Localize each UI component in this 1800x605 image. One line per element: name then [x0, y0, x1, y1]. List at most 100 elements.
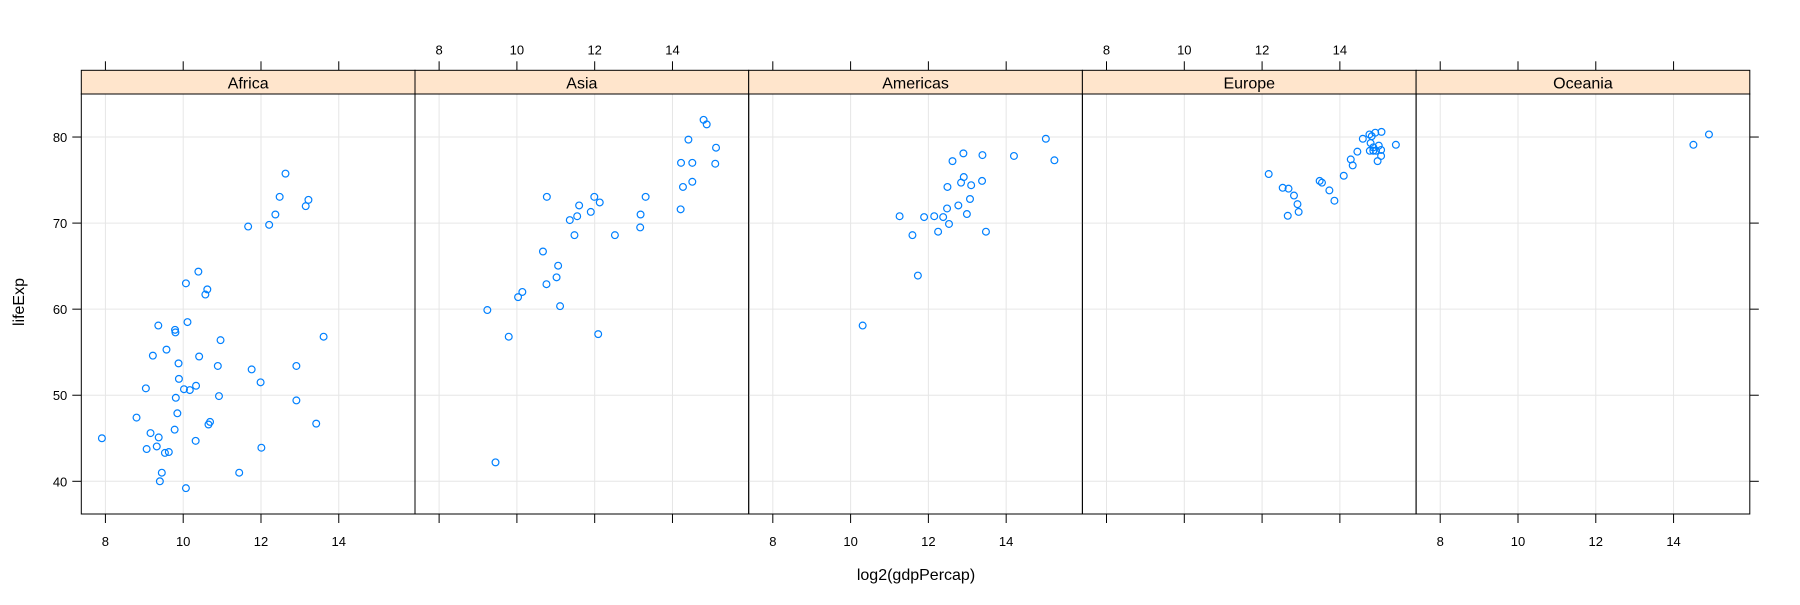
data-point [934, 227, 943, 236]
data-point [595, 198, 604, 207]
data-point [1377, 145, 1386, 154]
data-point [164, 448, 173, 457]
data-point [235, 468, 244, 477]
data-point [179, 385, 188, 394]
data-point [965, 195, 974, 204]
data-point [504, 332, 513, 341]
data-point [913, 271, 922, 280]
data-point [570, 231, 579, 240]
x-tick-label: 12 [1255, 42, 1269, 57]
data-point [491, 458, 500, 467]
data-point [573, 212, 582, 221]
x-tick-label: 14 [1333, 42, 1347, 57]
data-point [256, 378, 265, 387]
x-tick-label: 12 [254, 534, 268, 549]
data-point [636, 223, 645, 232]
data-point [920, 213, 929, 222]
data-point [181, 484, 190, 493]
panel-frame [1415, 93, 1751, 515]
x-tick-label: 8 [769, 534, 776, 549]
data-point [908, 231, 917, 240]
x-tick-label: 10 [176, 534, 190, 549]
panel-americas: Americas 8 10 12 14 [748, 61, 1083, 549]
data-point [943, 182, 952, 191]
panel-oceania: Oceania 8 10 12 14 [1415, 61, 1751, 549]
data-point [1289, 191, 1298, 200]
data-point [978, 176, 987, 185]
data-point [154, 433, 163, 442]
data-point [542, 280, 551, 289]
x-tick-label: 10 [510, 42, 524, 57]
x-tick-label: 14 [999, 534, 1013, 549]
data-point [688, 158, 697, 167]
x-tick-label: 10 [1511, 534, 1525, 549]
data-point [967, 181, 976, 190]
data-point [575, 201, 584, 210]
panel-africa: Africa 8 10 12 14 [80, 61, 416, 549]
data-point [146, 429, 155, 438]
data-point [194, 267, 203, 276]
data-point [265, 220, 274, 229]
data-point [1325, 186, 1334, 195]
panel-frame [80, 93, 416, 515]
strip-label: Americas [882, 75, 949, 92]
data-point [554, 261, 563, 270]
data-point [244, 222, 253, 231]
data-point [192, 381, 201, 390]
data-point [171, 393, 180, 402]
x-tick-label: 12 [1589, 534, 1603, 549]
x-tick-label: 12 [587, 42, 601, 57]
y-tick-label: 60 [53, 302, 67, 317]
data-point [954, 201, 963, 210]
data-point [641, 192, 650, 201]
data-point [157, 468, 166, 477]
data-point [1284, 184, 1293, 193]
x-tick-label: 8 [435, 42, 442, 57]
data-point [154, 321, 163, 330]
data-point [319, 332, 328, 341]
data-point [142, 445, 151, 454]
data-point [586, 207, 595, 216]
x-tick-label: 12 [921, 534, 935, 549]
data-point [711, 159, 720, 168]
data-point [1264, 170, 1273, 179]
x-tick-label: 8 [1437, 534, 1444, 549]
data-point [1377, 127, 1386, 136]
data-point [181, 279, 190, 288]
data-point [141, 384, 150, 393]
data-point [1294, 207, 1303, 216]
data-point [1348, 161, 1357, 170]
panel-frame [748, 93, 1083, 515]
data-point [214, 392, 223, 401]
x-tick-label: 14 [1666, 534, 1680, 549]
x-tick-label: 8 [1103, 42, 1110, 57]
data-point [895, 212, 904, 221]
data-point [1317, 178, 1326, 187]
panel-frame [1081, 93, 1417, 515]
data-point [148, 351, 157, 360]
data-point [281, 169, 290, 178]
data-point [610, 231, 619, 240]
data-point [174, 374, 183, 383]
data-point [1358, 134, 1367, 143]
data-point [514, 293, 523, 302]
data-point [684, 135, 693, 144]
data-point [155, 477, 164, 486]
data-point [957, 178, 966, 187]
data-point [1353, 147, 1362, 156]
data-point [170, 425, 179, 434]
data-point [152, 442, 161, 451]
strip-label: Africa [228, 75, 269, 92]
data-point [216, 336, 225, 345]
y-axis-label: lifeExp [11, 278, 28, 326]
data-point [1373, 157, 1382, 166]
data-point [594, 330, 603, 339]
data-point [203, 285, 212, 294]
data-point [292, 361, 301, 370]
data-point [1689, 140, 1698, 149]
data-point [962, 210, 971, 219]
data-point [978, 151, 987, 160]
data-point [1339, 171, 1348, 180]
data-point [542, 192, 551, 201]
data-point [201, 290, 210, 299]
